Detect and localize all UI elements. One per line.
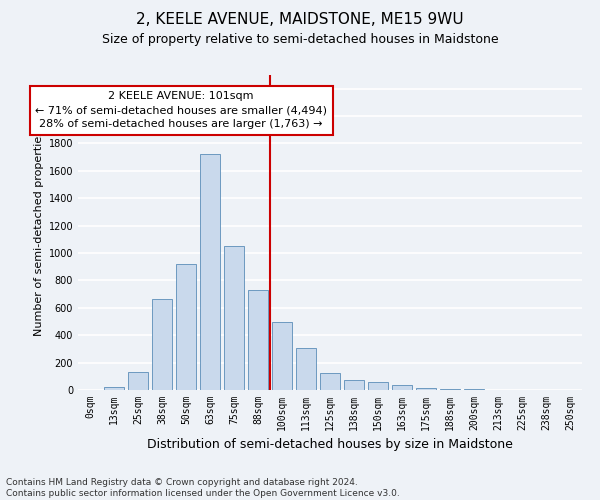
- Bar: [392, 384, 412, 390]
- Text: 2, KEELE AVENUE, MAIDSTONE, ME15 9WU: 2, KEELE AVENUE, MAIDSTONE, ME15 9WU: [136, 12, 464, 28]
- Bar: [200, 154, 220, 390]
- Text: 2 KEELE AVENUE: 101sqm
← 71% of semi-detached houses are smaller (4,494)
28% of : 2 KEELE AVENUE: 101sqm ← 71% of semi-det…: [35, 92, 327, 130]
- Bar: [416, 388, 436, 390]
- Text: Size of property relative to semi-detached houses in Maidstone: Size of property relative to semi-detach…: [101, 32, 499, 46]
- Text: Contains HM Land Registry data © Crown copyright and database right 2024.
Contai: Contains HM Land Registry data © Crown c…: [6, 478, 400, 498]
- Bar: [248, 290, 268, 390]
- Bar: [296, 348, 316, 390]
- Bar: [224, 246, 244, 390]
- Bar: [176, 264, 196, 390]
- Bar: [104, 386, 124, 390]
- Bar: [368, 382, 388, 390]
- Y-axis label: Number of semi-detached properties: Number of semi-detached properties: [34, 130, 44, 336]
- Bar: [440, 388, 460, 390]
- Bar: [152, 299, 172, 390]
- Bar: [320, 373, 340, 390]
- X-axis label: Distribution of semi-detached houses by size in Maidstone: Distribution of semi-detached houses by …: [147, 438, 513, 452]
- Bar: [272, 322, 292, 390]
- Bar: [128, 372, 148, 390]
- Bar: [344, 380, 364, 390]
